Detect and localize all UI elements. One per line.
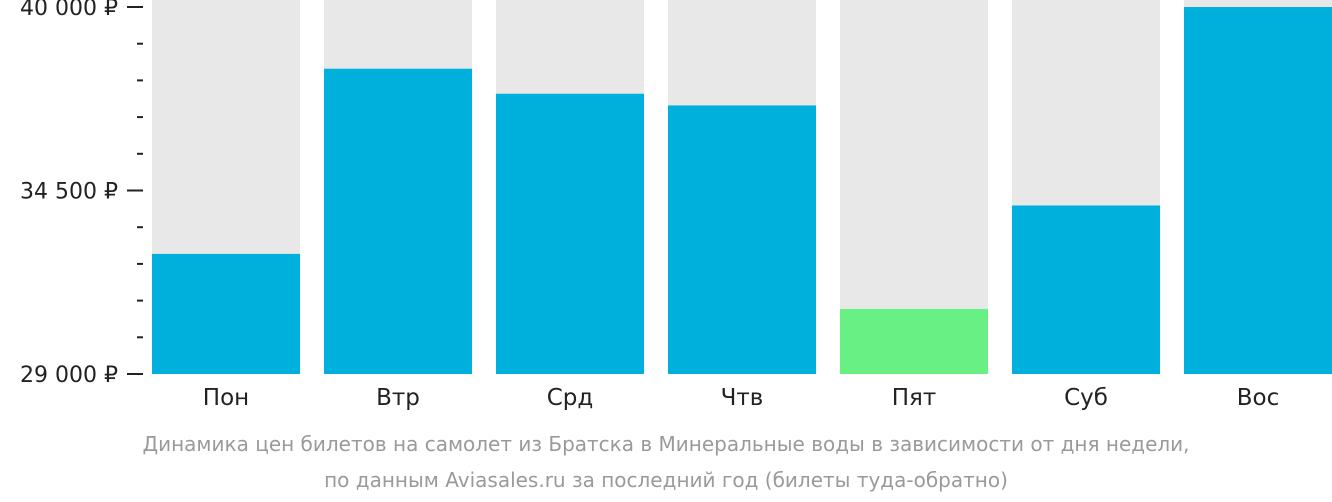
x-tick-label: Втр [376,385,420,411]
x-tick-label: Вос [1237,385,1280,411]
y-tick-label: 29 000 ₽ [20,363,118,388]
x-tick-label: Чтв [721,385,764,411]
bar [668,105,816,374]
y-tick-label: 34 500 ₽ [20,180,118,205]
bar [1012,205,1160,374]
x-tick-label: Пят [892,385,937,411]
bar [152,253,300,374]
y-tick-label: 40 000 ₽ [20,0,118,21]
x-tick-label: Пон [203,385,249,411]
chart-caption-line-2: по данным Aviasales.ru за последний год … [324,468,1008,492]
bar [1184,7,1332,374]
bar [496,93,644,374]
chart-caption-line-1: Динамика цен билетов на самолет из Братс… [142,432,1190,456]
x-tick-label: Суб [1064,385,1108,411]
bar [324,68,472,375]
price-by-weekday-chart: Пон Втр Срд Чтв Пят Суб Вос 40 000 ₽ 34 500 ₽ 29 … [20,0,1332,411]
bar [840,308,988,374]
x-tick-label: Срд [547,385,594,411]
